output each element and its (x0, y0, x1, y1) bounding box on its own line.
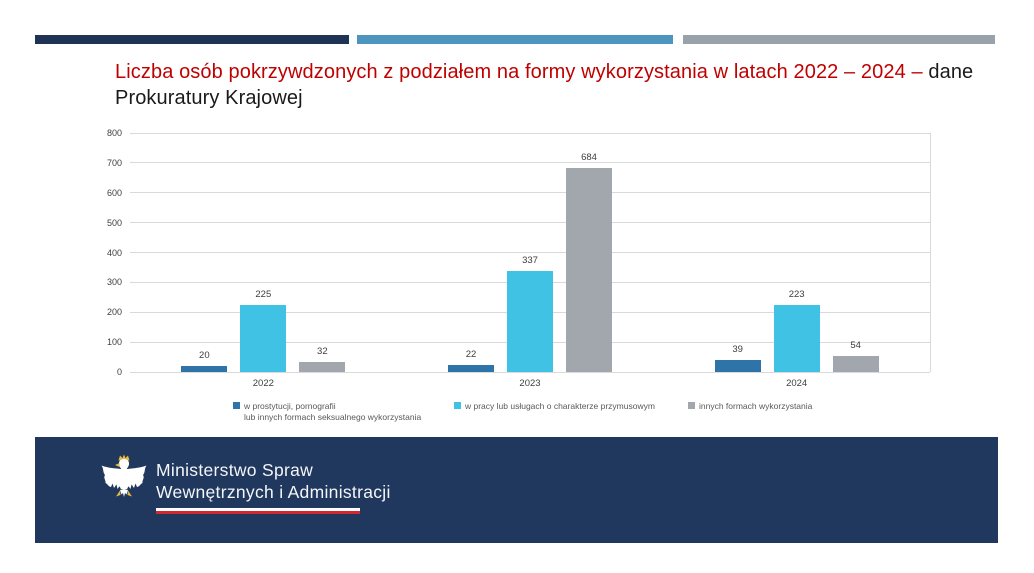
bar-value-label: 22 (465, 349, 477, 361)
legend-label-2-line1: w pracy lub usługach o charakterze przym… (465, 401, 655, 411)
bar-2024-series1 (714, 360, 761, 372)
gridline (130, 162, 930, 164)
poland-flag-stripe (156, 508, 360, 514)
bar-value-label: 337 (522, 255, 538, 267)
bar-value-label: 32 (317, 346, 328, 358)
y-axis-tick-label: 0 (116, 367, 122, 377)
y-axis-tick-label: 700 (106, 157, 122, 168)
title-black-segment: dane (922, 61, 974, 83)
top-accent-bar-gray (683, 35, 995, 44)
slide-title: Liczba osób pokrzywdzonych z podziałem n… (115, 59, 995, 111)
legend-item-inne: innych formach wykorzystania (688, 401, 812, 412)
gridline (130, 222, 930, 224)
y-axis-tick-label: 200 (106, 307, 122, 318)
legend-item-prostytucja: w prostytucji, pornografii lub innych fo… (233, 401, 421, 423)
legend-label-3: innych formach wykorzystania (699, 401, 812, 412)
top-accent-bar-navy (35, 35, 349, 44)
x-axis-category-label: 2023 (519, 378, 541, 389)
bar-value-label: 684 (581, 151, 597, 163)
gridline (130, 132, 930, 134)
x-axis-category-label: 2024 (786, 378, 808, 389)
legend-swatch-3 (688, 402, 695, 409)
polish-eagle-logo-icon (101, 454, 147, 497)
plot-area (130, 132, 931, 373)
bar-2024-series3 (832, 355, 879, 372)
y-axis-tick-label: 100 (106, 337, 122, 348)
title-line2: Prokuratury Krajowej (115, 87, 303, 109)
legend-swatch-2 (454, 402, 461, 409)
ministry-name-line2: Wewnętrznych i Administracji (156, 482, 391, 502)
bar-2023-series2 (507, 271, 553, 372)
footer-banner: Ministerstwo Spraw Wewnętrznych i Admini… (35, 437, 998, 543)
legend-item-praca: w pracy lub usługach o charakterze przym… (454, 401, 655, 412)
bar-2024-series2 (773, 305, 820, 372)
gridline (130, 252, 930, 253)
flag-red-band (156, 511, 360, 514)
top-accent-bar-blue (357, 35, 673, 44)
bar-value-label: 20 (199, 350, 210, 362)
y-axis-tick-label: 500 (106, 217, 122, 228)
legend-label-3-line1: innych formach wykorzystania (699, 401, 813, 411)
legend-label-1-line2: lub innych formach seksualnego wykorzyst… (244, 412, 422, 422)
gridline (130, 371, 930, 373)
y-axis-tick-label: 400 (106, 247, 122, 258)
x-axis-category-label: 2022 (252, 378, 274, 389)
y-axis-tick-label: 300 (106, 277, 122, 288)
y-axis-tick-label: 800 (106, 128, 122, 138)
bar-2023-series1 (448, 365, 494, 372)
bar-value-label: 223 (788, 289, 805, 301)
bar-2022-series2 (240, 304, 287, 372)
legend-label-1-line1: w prostytucji, pornografii (244, 401, 336, 411)
ministry-name-line1: Ministerstwo Spraw (156, 460, 314, 480)
y-axis-tick-label: 600 (106, 187, 122, 198)
bar-2022-series1 (181, 366, 228, 372)
legend-label-1: w prostytucji, pornografii lub innych fo… (244, 401, 421, 423)
gridline (130, 192, 930, 194)
bar-value-label: 54 (850, 339, 861, 351)
legend-label-2: w pracy lub usługach o charakterze przym… (465, 401, 655, 412)
bar-2023-series3 (566, 167, 612, 372)
ministry-name: Ministerstwo Spraw Wewnętrznych i Admini… (156, 459, 391, 514)
bar-value-label: 39 (732, 344, 743, 356)
legend-swatch-1 (233, 402, 240, 409)
title-red-segment: Liczba osób pokrzywdzonych z podziałem n… (115, 61, 923, 83)
flag-white-band (156, 508, 360, 511)
bar-2022-series3 (299, 362, 346, 372)
bar-value-label: 225 (255, 288, 272, 300)
